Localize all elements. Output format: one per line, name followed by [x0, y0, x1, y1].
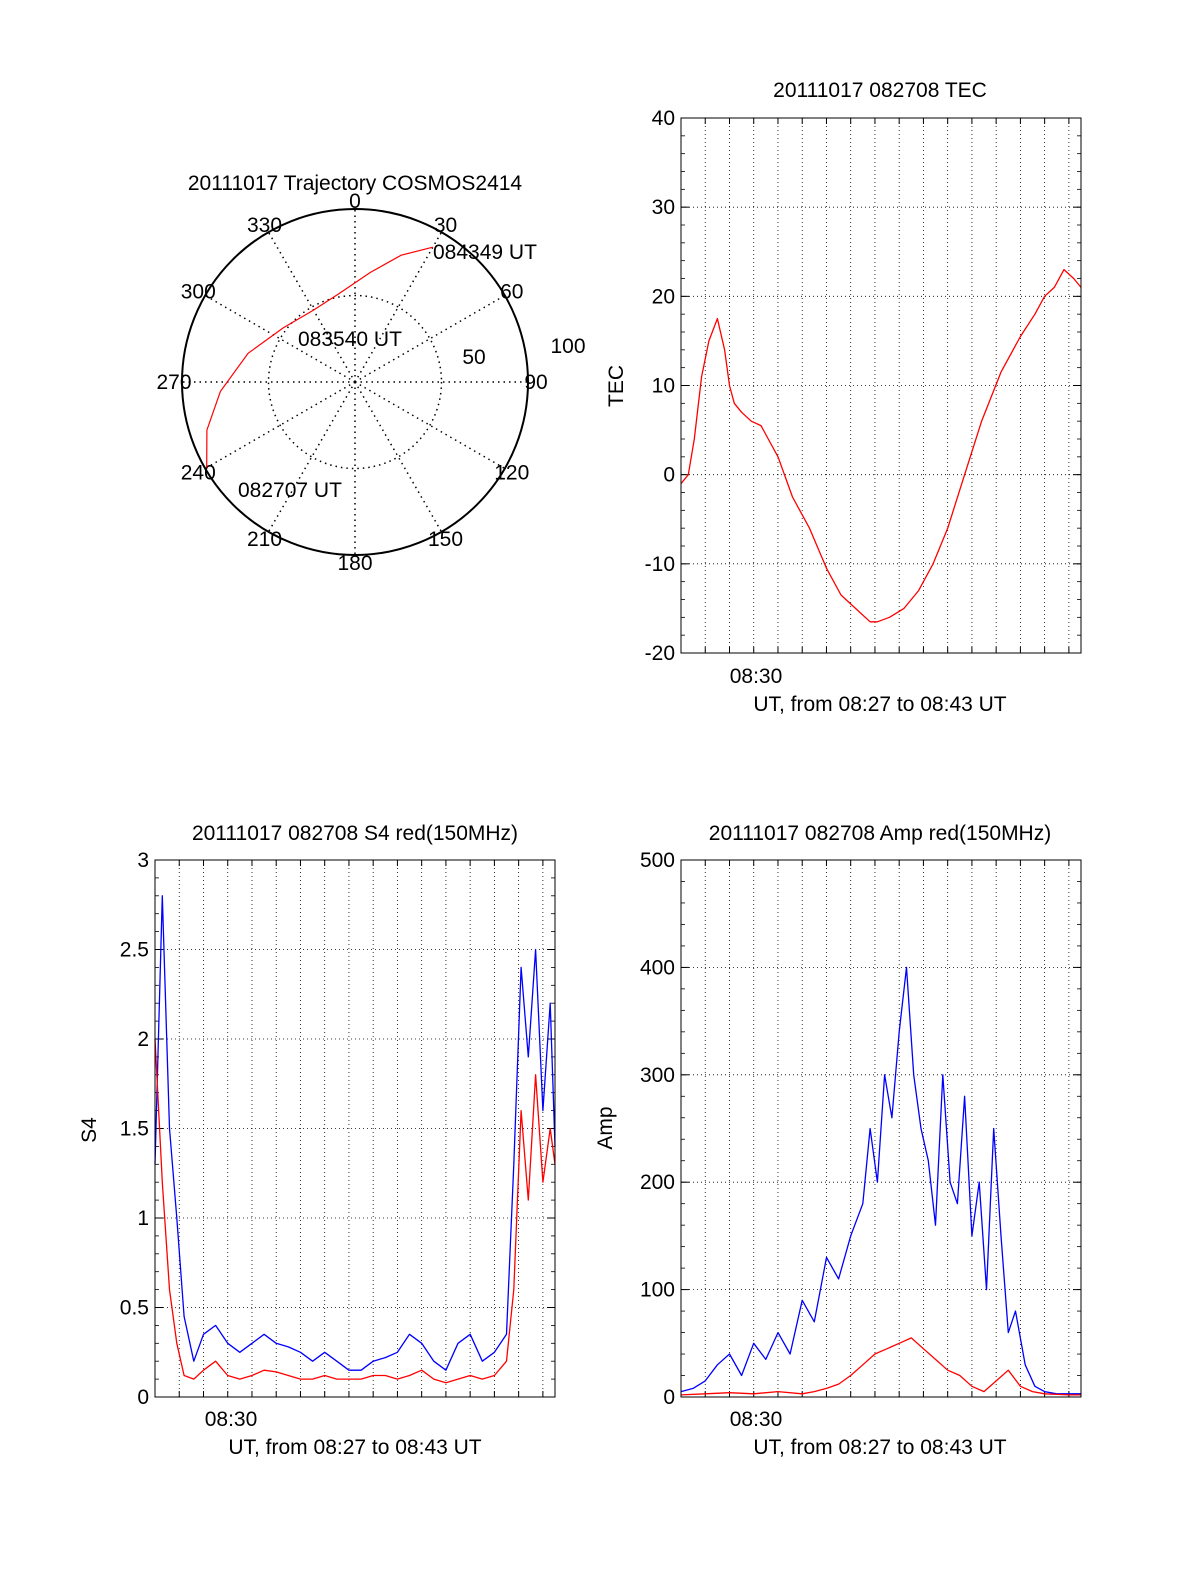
- azimuth-label-90: 90: [524, 371, 547, 394]
- azimuth-label-210: 210: [247, 528, 282, 551]
- y-tick-label-6: 40: [652, 107, 675, 130]
- s4-series-blue: [154, 895, 556, 1371]
- tec-x-tick-label: 08:30: [730, 665, 783, 688]
- spoke-210: [267, 381, 356, 533]
- ring-label-100: 100: [550, 335, 585, 358]
- spoke-120: [354, 381, 506, 470]
- spoke-240: [204, 381, 356, 470]
- trajectory-mid-label: 083540 UT: [298, 328, 402, 351]
- y-tick-label-1: 0.5: [120, 1297, 149, 1320]
- y-tick-label-5: 30: [652, 196, 675, 219]
- s4-panel: 20111017 082708 S4 red(150MHz) 0 0.5 1 1.5 2…: [78, 822, 556, 1459]
- tec-grid: [681, 118, 1081, 653]
- y-tick-label-3: 10: [652, 375, 675, 398]
- y-tick-label-4: 2: [137, 1028, 149, 1051]
- tec-y-axis-label: TEC: [605, 365, 628, 407]
- y-tick-label-3: 1.5: [120, 1118, 149, 1141]
- amp-y-tick-labels: 0 100 200 300 400 500: [640, 849, 675, 1409]
- ring-50: [267, 294, 443, 470]
- amp-plot-frame: [680, 859, 1082, 1398]
- tec-panel: 20111017 082708 TEC -20 -10 0 10 20 30 40 08:3…: [605, 79, 1082, 716]
- azimuth-label-150: 150: [428, 528, 463, 551]
- azimuth-label-330: 330: [247, 214, 282, 237]
- azimuth-label-60: 60: [500, 281, 523, 304]
- s4-series: [154, 895, 556, 1384]
- azimuth-label-240: 240: [181, 462, 216, 485]
- amp-x-tick-label: 08:30: [730, 1408, 783, 1431]
- s4-title: 20111017 082708 S4 red(150MHz): [192, 822, 518, 845]
- azimuth-label-270: 270: [156, 371, 191, 394]
- tec-series: [680, 268, 1082, 623]
- tec-x-axis-label: UT, from 08:27 to 08:43 UT: [753, 693, 1006, 716]
- y-tick-label-0: 0: [137, 1386, 149, 1409]
- y-tick-label-4: 20: [652, 285, 675, 308]
- y-tick-label-0: -20: [645, 642, 675, 665]
- amp-panel: 20111017 082708 Amp red(150MHz) 0 100 200 3…: [594, 822, 1082, 1459]
- s4-x-axis-label: UT, from 08:27 to 08:43 UT: [228, 1436, 481, 1459]
- s4-grid: [155, 860, 555, 1397]
- s4-x-tick-label: 08:30: [205, 1408, 258, 1431]
- spoke-150: [354, 381, 443, 533]
- y-tick-label-0: 0: [663, 1386, 675, 1409]
- tec-y-tick-labels: -20 -10 0 10 20 30 40: [645, 107, 675, 665]
- spoke-30: [354, 231, 443, 383]
- azimuth-label-120: 120: [494, 462, 529, 485]
- azimuth-label-300: 300: [181, 281, 216, 304]
- spoke-60: [354, 294, 506, 383]
- y-tick-label-3: 300: [640, 1064, 675, 1087]
- trajectory-end-label: 084349 UT: [433, 241, 537, 264]
- y-tick-label-4: 400: [640, 956, 675, 979]
- amp-series: [680, 966, 1081, 1396]
- spoke-330: [267, 231, 356, 383]
- tec-title: 20111017 082708 TEC: [773, 79, 987, 102]
- amp-x-axis-label: UT, from 08:27 to 08:43 UT: [753, 1436, 1006, 1459]
- y-tick-label-6: 3: [137, 849, 149, 872]
- tec-ticks: [681, 117, 1081, 654]
- spoke-300: [204, 294, 356, 383]
- amp-grid: [681, 860, 1081, 1397]
- amp-series-red: [680, 1337, 1081, 1396]
- tec-series-red: [680, 268, 1082, 623]
- y-tick-label-2: 200: [640, 1171, 675, 1194]
- trajectory-outer-circle: [181, 208, 529, 556]
- azimuth-labels: 0 30 60 90 120 150 180 210 240 270 300 330: [156, 190, 547, 575]
- y-tick-label-2: 0: [663, 464, 675, 487]
- amp-y-axis-label: Amp: [594, 1106, 617, 1149]
- s4-series-red: [154, 1038, 556, 1384]
- y-tick-label-1: 100: [640, 1279, 675, 1302]
- azimuth-label-0: 0: [349, 190, 361, 213]
- y-tick-label-1: -10: [645, 553, 675, 576]
- amp-series-blue: [680, 966, 1081, 1395]
- s4-y-axis-label: S4: [78, 1117, 101, 1143]
- trajectory-title: 20111017 Trajectory COSMOS2414: [188, 172, 523, 195]
- trajectory-panel: 20111017 Trajectory COSMOS2414 0 30 60 90 12…: [156, 172, 585, 575]
- trajectory-track: [206, 246, 433, 468]
- s4-y-tick-labels: 0 0.5 1 1.5 2 2.5 3: [120, 849, 149, 1409]
- y-tick-label-5: 2.5: [120, 939, 149, 962]
- trajectory-grid: [182, 209, 528, 555]
- s4-plot-frame: [154, 859, 556, 1398]
- ring-label-50: 50: [462, 346, 485, 369]
- amp-title: 20111017 082708 Amp red(150MHz): [709, 822, 1051, 845]
- azimuth-label-180: 180: [337, 552, 372, 575]
- trajectory-start-label: 082707 UT: [238, 479, 342, 502]
- y-tick-label-5: 500: [640, 849, 675, 872]
- azimuth-label-30: 30: [434, 214, 457, 237]
- y-tick-label-2: 1: [137, 1207, 149, 1230]
- tec-plot-frame: [680, 117, 1082, 654]
